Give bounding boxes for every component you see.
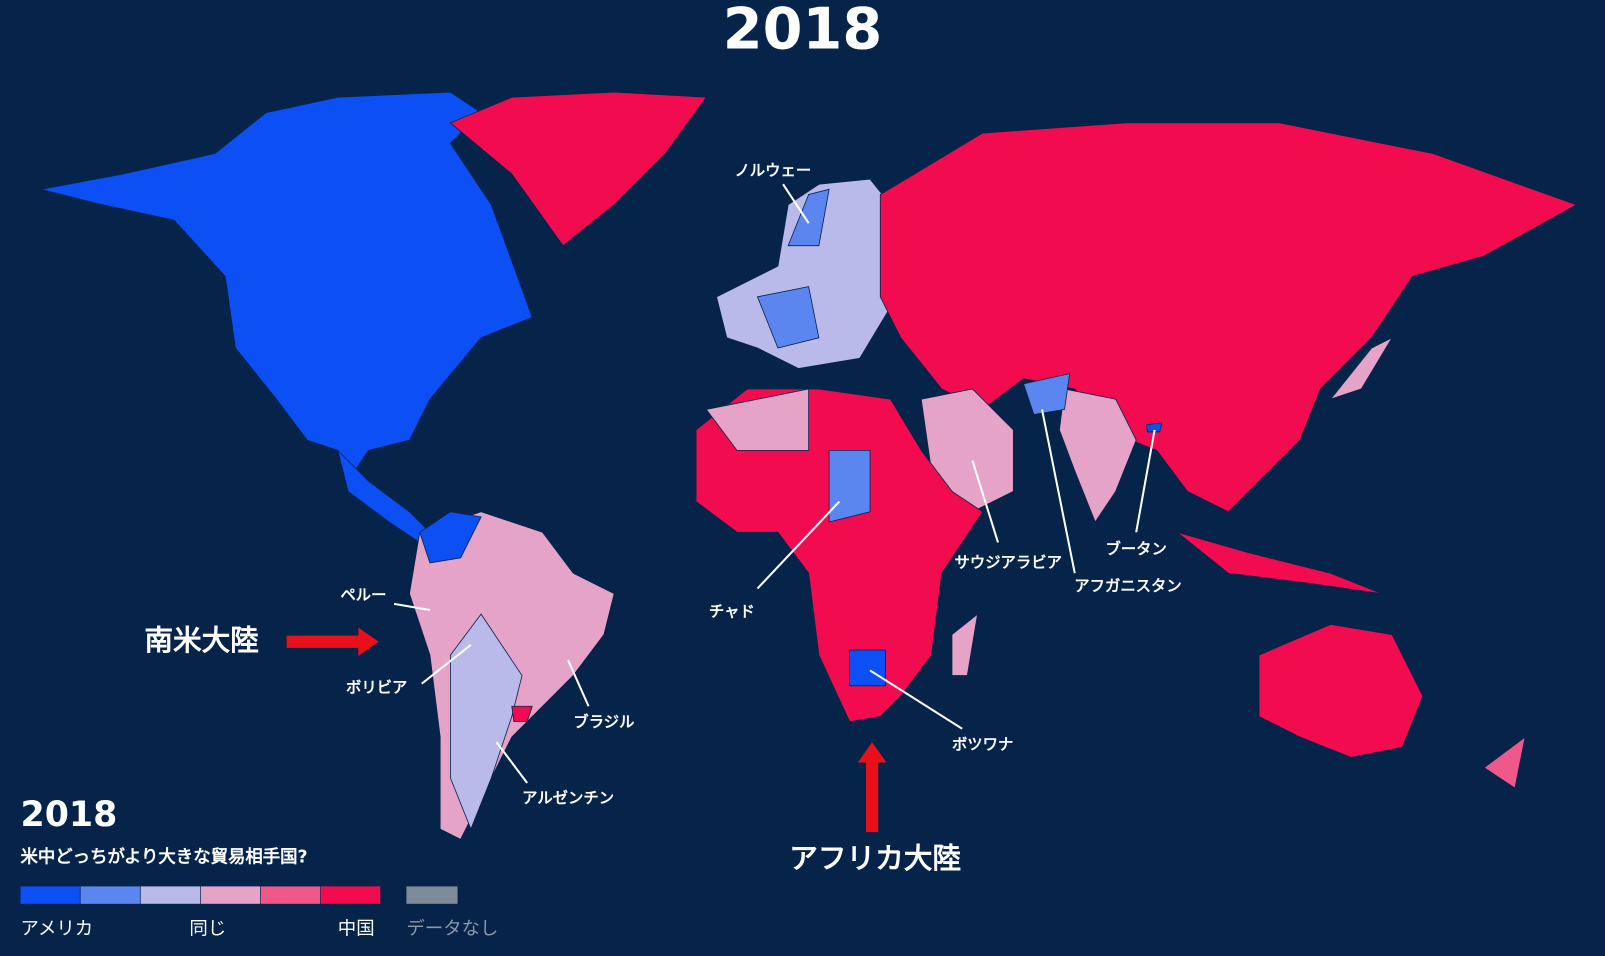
madagascar bbox=[951, 613, 979, 676]
indonesia bbox=[1176, 531, 1382, 595]
leader-line bbox=[567, 659, 590, 707]
leader-line bbox=[782, 183, 810, 224]
region-label: 南米大陸 bbox=[144, 623, 259, 657]
western-europe bbox=[756, 286, 820, 349]
country-label: アフガニスタン bbox=[1074, 577, 1181, 595]
north-america bbox=[40, 91, 533, 482]
leader-line bbox=[421, 644, 472, 685]
country-label: ペルー bbox=[340, 586, 386, 604]
country-label: アルゼンチン bbox=[522, 788, 614, 807]
colombia bbox=[419, 511, 482, 564]
leader-line bbox=[869, 669, 963, 730]
legend-swatch bbox=[320, 886, 381, 904]
leader-line bbox=[393, 602, 431, 612]
country-label: チャド bbox=[709, 603, 755, 621]
title: 2018 bbox=[723, 0, 882, 62]
africa bbox=[695, 388, 984, 723]
legend-swatch bbox=[80, 886, 140, 904]
country-label: ブータン bbox=[1105, 539, 1166, 558]
country-label: ノルウェー bbox=[734, 161, 811, 179]
leader-line bbox=[1135, 429, 1156, 533]
legend-swatch bbox=[20, 886, 80, 904]
land bbox=[40, 91, 1578, 840]
india bbox=[1058, 388, 1137, 523]
botswana bbox=[849, 649, 886, 687]
north-africa bbox=[705, 388, 810, 451]
country-label: ボツワナ bbox=[952, 736, 1013, 754]
argentina bbox=[449, 613, 523, 831]
greenland bbox=[449, 91, 708, 247]
country-label: ブラジル bbox=[573, 712, 634, 731]
legend-label: 同じ bbox=[189, 918, 226, 939]
legend: 2018 米中どっちがより大きな貿易相手国? アメリカ 同じ 中国 データなし bbox=[20, 795, 498, 939]
uruguay bbox=[511, 705, 533, 723]
legend-label: アメリカ bbox=[21, 918, 94, 939]
legend-swatch bbox=[200, 886, 261, 904]
arrow bbox=[857, 742, 887, 833]
legend-label: 中国 bbox=[338, 918, 375, 939]
leader-line bbox=[495, 741, 528, 784]
afghanistan bbox=[1023, 373, 1071, 416]
legend-swatch bbox=[406, 886, 458, 904]
country-label: サウジアラビア bbox=[955, 553, 1062, 571]
leader-line bbox=[1041, 409, 1076, 574]
leader-line bbox=[756, 500, 841, 590]
legend-subtitle: 米中どっちがより大きな貿易相手国? bbox=[21, 847, 308, 868]
bhutan bbox=[1145, 422, 1163, 433]
legend-label: データなし bbox=[406, 918, 498, 939]
arrow bbox=[286, 627, 379, 657]
japan bbox=[1329, 336, 1394, 401]
legend-swatch bbox=[140, 886, 201, 904]
new-zealand bbox=[1483, 735, 1526, 789]
australia bbox=[1258, 623, 1424, 758]
legend-swatch bbox=[260, 886, 321, 904]
legend-title: 2018 bbox=[21, 795, 118, 835]
leader-line bbox=[971, 460, 999, 543]
country-label: ボリビア bbox=[346, 678, 407, 696]
chad bbox=[828, 449, 871, 523]
region-label: アフリカ大陸 bbox=[789, 841, 961, 875]
